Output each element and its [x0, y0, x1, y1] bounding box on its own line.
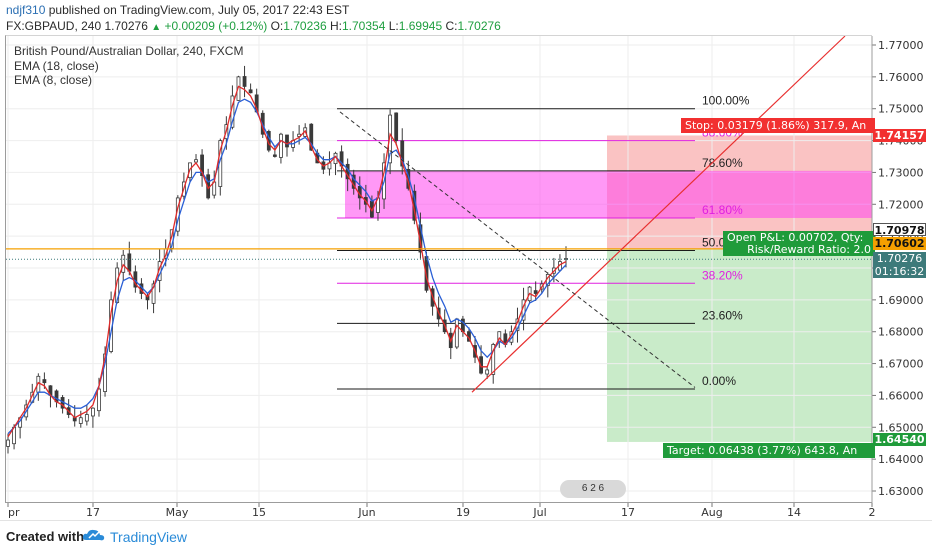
created-with-label: Created with [6, 529, 85, 544]
open-label: O: [270, 19, 284, 33]
countdown-tag: 01:16:32 [873, 265, 926, 278]
fib-level-label: 38.20% [702, 268, 743, 282]
price-chart[interactable]: 100.00%88.60%78.60%61.80%50.00%38.20%23.… [0, 0, 932, 520]
ema-8-line [7, 85, 567, 438]
legend-title: British Pound/Australian Dollar, 240, FX… [14, 44, 244, 58]
time-tick-label: Aug [701, 506, 722, 519]
tradingview-brand[interactable]: TradingView [110, 529, 188, 545]
candle-body [279, 133, 283, 158]
fib-level-label: 23.60% [702, 308, 743, 322]
up-arrow-icon: ▲ [151, 22, 162, 33]
time-tick-label: 2 [869, 506, 876, 519]
open-value: 1.70236 [283, 19, 327, 33]
price-tick-label: 1.67000 [878, 358, 924, 371]
fib-level-label: 100.00% [702, 94, 750, 108]
candle-body [272, 154, 277, 157]
time-tick-label: 14 [787, 506, 801, 519]
time-tick-label: May [166, 506, 189, 519]
time-tick-label: 17 [621, 506, 635, 519]
publish-header: ndjf310 published on TradingView.com, Ju… [0, 0, 932, 36]
candle-body [491, 344, 496, 375]
price-tick-label: 1.68000 [878, 326, 924, 339]
price-tick-label: 1.66000 [878, 389, 924, 402]
legend-ema8: EMA (8, close) [14, 73, 93, 87]
ema-lines [7, 85, 567, 438]
fib-level-label: 61.80% [702, 203, 743, 217]
target-badge[interactable]: Target: 0.06438 (3.77%) 643.8, An [663, 443, 875, 458]
candle-body [285, 134, 289, 148]
candle-body [84, 414, 89, 422]
price-tick-label: 1.73000 [878, 166, 924, 179]
close-label: C: [445, 19, 458, 33]
candle-body [6, 439, 10, 447]
candle-body [242, 76, 247, 87]
symbol-label: FX:GBPAUD, 240 [6, 19, 102, 33]
price-tick-label: 1.63000 [878, 485, 924, 498]
price-change: +0.00209 (+0.12%) [164, 19, 268, 33]
fib-golden-zone [345, 170, 872, 218]
tradingview-cloud-icon [82, 527, 106, 546]
symbol-ohlc-line: FX:GBPAUD, 240 1.70276 ▲ +0.00209 (+0.12… [6, 19, 501, 33]
time-tick-label: Jul [532, 506, 546, 519]
candle-body [248, 89, 253, 94]
fib-level-label: 78.60% [702, 156, 743, 170]
chart-frame [5, 35, 872, 503]
stop-badge[interactable]: Stop: 0.03179 (1.86%) 317.9, An [681, 118, 875, 133]
price-tick-label: 1.72000 [878, 198, 924, 211]
time-tick-label: pr [8, 506, 20, 519]
candle-body [200, 154, 204, 177]
legend-ema18: EMA (18, close) [14, 59, 99, 73]
chart-grid [6, 36, 873, 503]
candle-body [400, 140, 405, 167]
candle-body [394, 112, 399, 141]
risk-reward-badge[interactable]: Risk/Reward Ratio: 2.0 [723, 243, 875, 256]
candle-body [151, 283, 156, 304]
economic-events-icon[interactable]: 6 2 6 [560, 480, 626, 498]
last-price: 1.70276 [104, 19, 148, 33]
close-value: 1.70276 [457, 19, 501, 33]
candle-body [479, 356, 483, 374]
publish-line: ndjf310 published on TradingView.com, Ju… [6, 3, 349, 17]
price-tick-label: 1.77000 [878, 39, 924, 52]
candle-body [97, 388, 101, 412]
candle-body [236, 76, 241, 101]
open-pl-badge[interactable]: Open P&L: 0.00702, Qty: [723, 231, 875, 244]
entry-price-tag: 1.70602 [873, 237, 926, 250]
candle-body [78, 417, 83, 424]
take-profit-zone [607, 248, 872, 442]
time-tick-label: 17 [86, 506, 100, 519]
candle-body [533, 290, 538, 294]
fib-diagonal-dashed[interactable] [339, 111, 696, 388]
high-value: 1.70354 [341, 19, 386, 33]
time-tick-label: Jun [357, 506, 375, 519]
price-tick-label: 1.64000 [878, 453, 924, 466]
published-text: published on TradingView.com, July 05, 2… [48, 3, 350, 17]
ascending-trend-line[interactable] [471, 35, 846, 393]
top-price-tag: 1.70978 [873, 223, 926, 237]
price-tick-label: 1.75000 [878, 103, 924, 116]
last-price-tag: 1.70276 [873, 252, 926, 265]
candle-body [309, 123, 314, 151]
chart-axes: 1.770001.760001.750001.740001.730001.720… [7, 36, 924, 519]
low-value: 1.69945 [398, 19, 443, 33]
events-count: 6 2 6 [581, 483, 605, 494]
high-label: H: [329, 19, 342, 33]
author-name[interactable]: ndjf310 [6, 3, 46, 17]
price-tick-label: 1.76000 [878, 71, 924, 84]
time-tick-label: 15 [252, 506, 266, 519]
time-tick-label: 19 [456, 506, 470, 519]
stop-price-tag: 1.74157 [873, 129, 926, 142]
fib-level-label: 0.00% [702, 374, 736, 388]
price-tick-label: 1.65000 [878, 421, 924, 434]
candle-body [388, 114, 393, 164]
candle-body [121, 254, 126, 273]
candle-body [91, 407, 95, 417]
target-price-tag: 1.64540 [873, 433, 926, 446]
candle-body [42, 379, 47, 384]
low-label: L: [388, 19, 399, 33]
footer: Created with TradingView [0, 520, 932, 551]
price-tick-label: 1.69000 [878, 294, 924, 307]
candle-body [485, 369, 490, 375]
candlestick-series [6, 65, 568, 454]
